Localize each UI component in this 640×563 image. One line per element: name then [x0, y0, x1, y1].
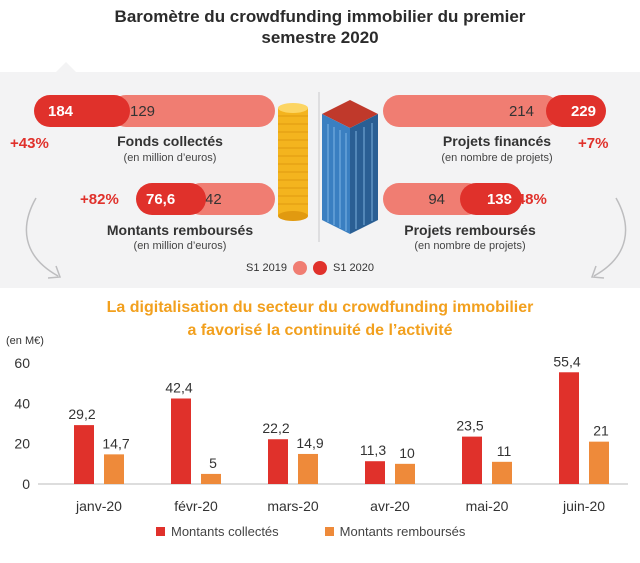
legend-rembourses-swatch: [324, 527, 334, 536]
projets-rembourses-pct: +48%: [508, 191, 547, 208]
bar-value-label: 14,9: [296, 435, 323, 451]
bar-collectes-janv-20: [74, 425, 94, 484]
bar-value-label: 5: [209, 455, 217, 471]
legend-s2019-label: S1 2019: [246, 262, 287, 274]
x-tick-label: juin-20: [562, 498, 605, 514]
bar-value-label: 14,7: [102, 435, 129, 451]
bar-rembourses-mai-20: [492, 461, 512, 484]
y-tick-label: 60: [14, 355, 30, 371]
right-curved-arrow-icon: [590, 197, 627, 279]
fonds-label: Fonds collectés: [117, 133, 223, 149]
x-tick-label: janv-20: [75, 498, 122, 514]
x-tick-label: mars-20: [267, 498, 319, 514]
y-tick-label: 40: [14, 395, 30, 411]
projets-rembourses-2020-bar: 139: [460, 183, 522, 215]
bar-rembourses-mars-20: [298, 453, 318, 484]
bar-rembourses-juin-20: [589, 441, 609, 484]
coins-building-illustration: [278, 92, 378, 242]
projets-rembourses-label: Projets remboursés: [404, 222, 536, 238]
bar-value-label: 11: [497, 443, 512, 459]
x-tick-label: févr-20: [174, 498, 218, 514]
projets-finances-pct: +7%: [578, 135, 609, 152]
legend-collectes-swatch: [156, 527, 165, 536]
chart-subtitle: La digitalisation du secteur du crowdfun…: [0, 296, 640, 342]
montants-2020-value: 76,6: [146, 190, 176, 208]
bar-value-label: 29,2: [68, 406, 95, 422]
legend-s2020-label: S1 2020: [332, 262, 374, 274]
montants-2020-bar: 76,6: [136, 183, 206, 215]
fonds-2020-bar: 184: [34, 95, 130, 127]
coin-stack-icon: [278, 103, 308, 221]
bar-value-label: 21: [593, 423, 609, 439]
bar-collectes-févr-20: [171, 398, 191, 484]
projets-rembourses-2019-value: 94: [428, 190, 445, 208]
bar-collectes-mars-20: [268, 439, 288, 484]
bar-rembourses-avr-20: [395, 463, 415, 484]
bar-collectes-juin-20: [559, 372, 579, 484]
bar-value-label: 23,5: [456, 418, 483, 434]
subtitle-line-1: La digitalisation du secteur du crowdfun…: [106, 299, 534, 316]
projets-finances-2019-value: 214: [508, 102, 534, 120]
bar-collectes-avr-20: [365, 461, 385, 484]
y-tick-label: 0: [22, 476, 30, 492]
bar-collectes-mai-20: [462, 436, 482, 484]
top-legend: S1 2019 S1 2020: [246, 261, 374, 275]
projets-finances-unit: (en nombre de projets): [441, 152, 553, 164]
panel-notch: [56, 62, 76, 72]
legend-rembourses-label: Montants remboursés: [339, 524, 466, 539]
projets-finances-2019-bar: 214: [383, 95, 560, 127]
fonds-2020-value: 184: [48, 102, 74, 120]
building-icon: [322, 100, 378, 234]
bar-value-label: 22,2: [262, 420, 289, 436]
bar-rembourses-févr-20: [201, 473, 221, 484]
bar-value-label: 11,3: [360, 442, 386, 458]
montants-2019-value: 42: [205, 190, 222, 208]
x-tick-label: mai-20: [466, 498, 509, 514]
bar-legend: Montants collectés Montants remboursés: [156, 524, 465, 539]
bar-value-label: 10: [399, 445, 415, 461]
legend-s2020-swatch: [312, 261, 327, 275]
projets-finances-label: Projets financés: [442, 133, 552, 149]
x-tick-label: avr-20: [370, 498, 410, 514]
legend-rembourses: Montants remboursés: [324, 524, 466, 539]
bar-chart: (en M€) 0 20 40 60 29,2 14,7 42,4 5 22,2 14,9 11,…: [6, 335, 628, 514]
fonds-unit: (en million d’euros): [123, 152, 217, 164]
page-title: Baromètre du crowdfunding immobilier du …: [0, 6, 640, 48]
subtitle-line-2: a favorisé la continuité de l’activité: [187, 322, 453, 339]
title-line-1: Baromètre du crowdfunding immobilier du …: [114, 7, 526, 26]
y-axis-unit-label: (en M€): [6, 335, 44, 347]
projets-finances-2020-bar: 229: [546, 95, 606, 127]
left-curved-arrow-icon: [25, 197, 62, 279]
montants-label: Montants remboursés: [106, 222, 254, 238]
montants-pct: +82%: [80, 191, 119, 208]
fonds-pct: +43%: [10, 135, 49, 152]
y-tick-label: 20: [14, 436, 30, 452]
legend-collectes: Montants collectés: [156, 524, 279, 539]
title-line-2: semestre 2020: [261, 28, 379, 47]
bar-value-label: 42,4: [165, 379, 192, 395]
projets-rembourses-unit: (en nombre de projets): [414, 240, 526, 252]
legend-s2019-swatch: [292, 261, 307, 275]
montants-unit: (en million d’euros): [133, 240, 227, 252]
bar-value-label: 55,4: [553, 353, 580, 369]
fonds-2019-bar: 129: [110, 95, 275, 127]
projets-finances-2020-value: 229: [570, 102, 596, 120]
fonds-2019-value: 129: [130, 102, 156, 120]
projets-rembourses-2020-value: 139: [486, 190, 512, 208]
legend-collectes-label: Montants collectés: [171, 524, 279, 539]
bar-rembourses-janv-20: [104, 454, 124, 484]
